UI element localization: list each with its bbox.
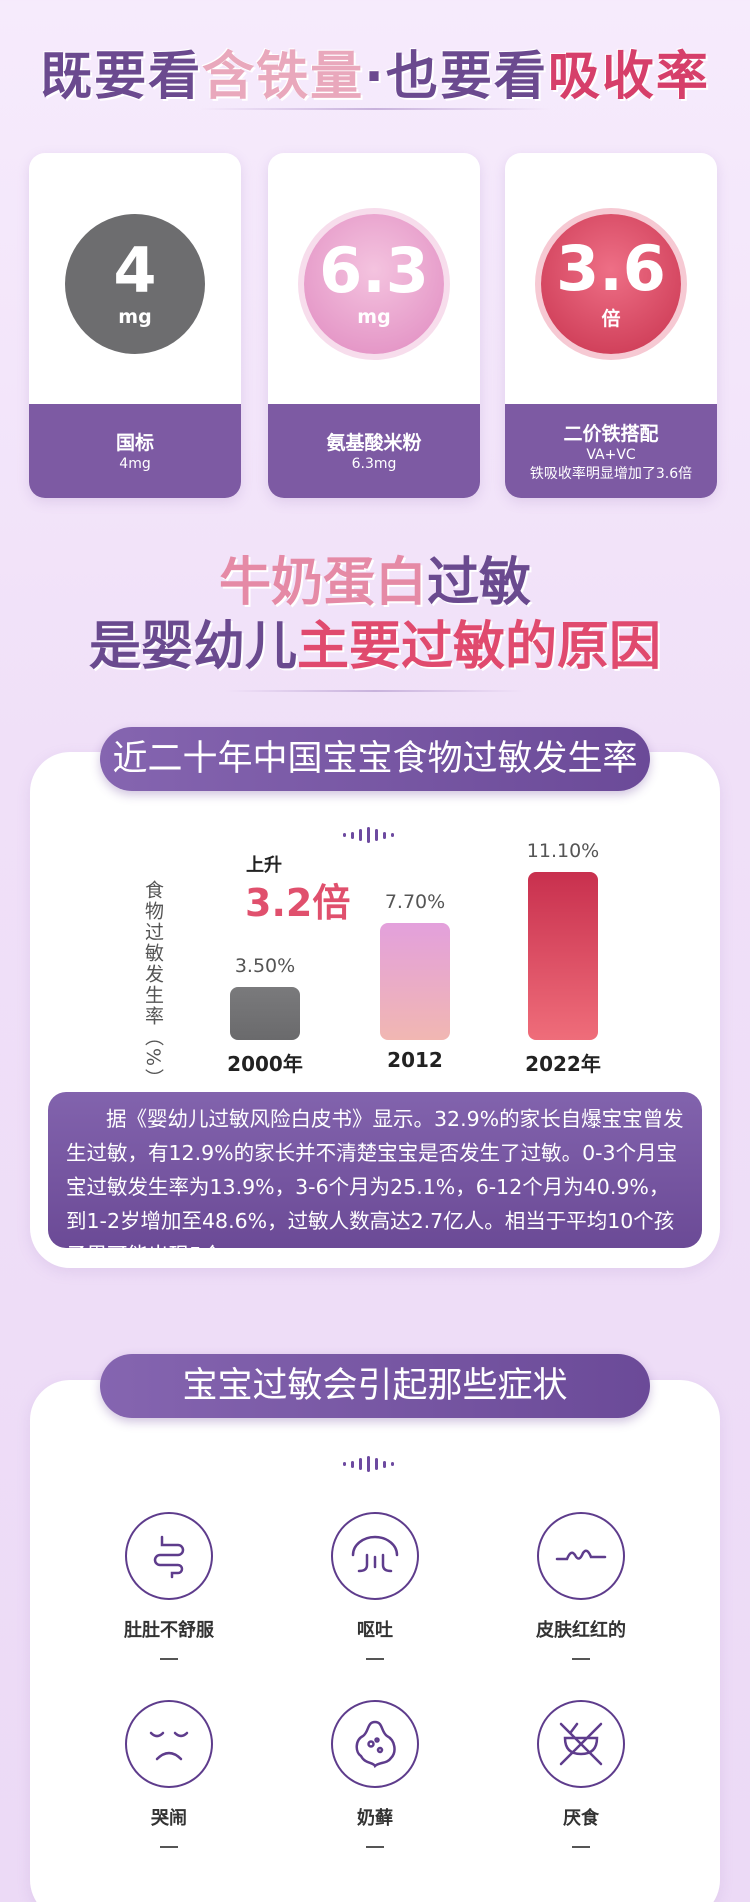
title-part2: 含铁量 — [202, 47, 365, 107]
symptom-item: 奶藓 — [310, 1700, 440, 1848]
symptom-label: 哭闹 — [151, 1808, 187, 1829]
symptom-label: 奶藓 — [357, 1808, 393, 1829]
symptom-item: 呕吐 — [310, 1512, 440, 1660]
rise-value: 3.2倍 — [245, 881, 351, 925]
dash-divider — [160, 1846, 178, 1848]
title-part3: ·也要看 — [364, 47, 548, 107]
vomit-icon — [331, 1512, 419, 1600]
card-footer: 氨基酸米粉 6.3mg — [268, 404, 480, 498]
dash-divider — [572, 1846, 590, 1848]
symptom-label: 肚肚不舒服 — [124, 1620, 214, 1641]
title-part1: 既要看 — [40, 47, 203, 107]
symptom-item: 皮肤红红的 — [516, 1512, 646, 1660]
symptom-label: 呕吐 — [357, 1620, 393, 1641]
title-part4: 吸收率 — [547, 47, 710, 107]
card-title: 国标 — [115, 432, 154, 455]
symptom-item: 厌食 — [516, 1700, 646, 1848]
headline-text: 过敏 — [427, 553, 532, 613]
card-subtitle: 4mg — [119, 456, 151, 473]
allergy-headline-line1: 牛奶蛋白过敏 — [0, 540, 750, 615]
symptom-label: 皮肤红红的 — [536, 1620, 626, 1641]
card-subtitle: 6.3mg — [351, 456, 397, 473]
card-title: 二价铁搭配 — [563, 422, 659, 445]
iron-card-ferrous: 3.6 倍 二价铁搭配 VA+VC 铁吸收率明显增加了3.6倍 — [505, 153, 717, 498]
dash-divider — [160, 1658, 178, 1660]
milk-eczema-icon — [331, 1700, 419, 1788]
symptom-title: 宝宝过敏会引起那些症状 — [100, 1354, 650, 1418]
header-divider — [200, 108, 550, 110]
allergy-description: 据《婴幼儿过敏风险白皮书》显示。32.9%的家长自爆宝宝曾发生过敏，有12.9%… — [48, 1092, 702, 1267]
card-unit: mg — [357, 306, 391, 328]
skin-rash-icon — [537, 1512, 625, 1600]
card-unit: mg — [118, 306, 152, 328]
card-subtitle: VA+VC — [586, 446, 636, 463]
card-note: 铁吸收率明显增加了3.6倍 — [529, 465, 693, 482]
card-footer: 二价铁搭配 VA+VC 铁吸收率明显增加了3.6倍 — [505, 404, 717, 498]
decorative-dots — [343, 827, 394, 843]
dash-divider — [572, 1658, 590, 1660]
crying-face-icon — [125, 1700, 213, 1788]
intestine-icon — [125, 1512, 213, 1600]
headline-highlight: 牛奶蛋白 — [218, 553, 427, 613]
value-circle: 3.6 倍 — [541, 214, 681, 354]
rise-label: 上升 — [246, 855, 282, 876]
dash-divider — [366, 1846, 384, 1848]
iron-card-rice: 6.3 mg 氨基酸米粉 6.3mg — [268, 153, 480, 498]
dash-divider — [366, 1658, 384, 1660]
value-circle: 6.3 mg — [304, 214, 444, 354]
headline-divider — [225, 690, 525, 692]
card-value: 3.6 — [556, 231, 666, 305]
card-unit: 倍 — [601, 307, 621, 330]
no-food-icon — [537, 1700, 625, 1788]
iron-card-standard: 4 mg 国标 4mg — [29, 153, 241, 498]
y-axis-label: 食物过敏发生率（%） — [142, 880, 164, 1090]
allergy-rate-title: 近二十年中国宝宝食物过敏发生率 — [100, 727, 650, 791]
value-circle: 4 mg — [65, 214, 205, 354]
page-title: 既要看含铁量·也要看吸收率 — [0, 34, 750, 109]
card-value: 6.3 — [319, 234, 429, 307]
description-text: 据《婴幼儿过敏风险白皮书》显示。32.9%的家长自爆宝宝曾发生过敏，有12.9%… — [66, 1107, 684, 1267]
symptom-item: 肚肚不舒服 — [104, 1512, 234, 1660]
decorative-dots — [343, 1456, 394, 1472]
headline-highlight: 主要过敏的原因 — [297, 617, 662, 677]
allergy-headline-line2: 是婴幼儿主要过敏的原因 — [0, 604, 750, 679]
symptom-label: 厌食 — [563, 1808, 599, 1829]
headline-text: 是婴幼儿 — [88, 617, 297, 677]
card-value: 4 — [113, 234, 157, 307]
card-footer: 国标 4mg — [29, 404, 241, 498]
card-title: 氨基酸米粉 — [326, 432, 422, 455]
symptom-item: 哭闹 — [104, 1700, 234, 1848]
